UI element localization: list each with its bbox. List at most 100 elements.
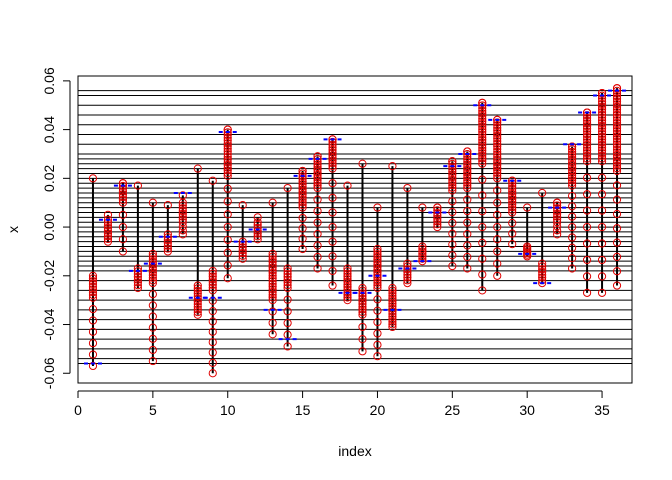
- x-axis-title: index: [338, 443, 371, 459]
- data-point: [223, 235, 232, 244]
- data-point: [568, 264, 577, 273]
- data-point: [103, 232, 113, 241]
- data-point: [103, 237, 113, 246]
- data-point: [478, 130, 487, 139]
- data-point: [358, 159, 367, 168]
- data-point: [283, 272, 292, 281]
- data-point: [582, 157, 592, 166]
- data-point: [493, 134, 502, 143]
- data-point: [268, 330, 277, 339]
- data-point: [463, 183, 472, 193]
- data-point: [568, 178, 577, 188]
- data-point: [163, 247, 172, 256]
- data-point: [582, 140, 592, 150]
- data-point: [463, 178, 472, 187]
- data-point: [612, 181, 622, 190]
- data-point: [478, 122, 487, 131]
- data-point: [343, 264, 352, 273]
- data-point: [118, 187, 128, 196]
- data-point: [373, 340, 382, 349]
- data-point: [538, 188, 547, 198]
- data-point: [582, 255, 592, 265]
- data-point: [568, 163, 577, 172]
- x-tick-label: 5: [149, 402, 157, 418]
- data-point: [478, 222, 487, 232]
- data-point: [612, 118, 622, 128]
- data-point: [343, 293, 352, 302]
- data-point: [148, 323, 157, 332]
- data-point: [493, 171, 502, 180]
- data-point: [88, 304, 98, 314]
- data-point: [403, 265, 412, 274]
- data-point: [448, 251, 457, 260]
- data-point: [358, 305, 367, 314]
- data-point: [448, 167, 457, 177]
- data-point: [268, 257, 277, 267]
- data-point: [597, 97, 607, 106]
- y-tick-label: -0.04: [41, 308, 57, 340]
- data-point: [433, 220, 442, 229]
- data-point: [463, 229, 472, 239]
- data-point: [388, 320, 397, 329]
- data-point: [538, 267, 547, 277]
- data-point: [193, 305, 202, 314]
- data-point: [493, 131, 502, 140]
- data-point: [418, 203, 427, 212]
- data-point: [328, 193, 337, 202]
- data-point: [493, 271, 502, 280]
- data-point: [178, 206, 187, 216]
- data-point: [223, 184, 232, 193]
- y-tick-label: 0.06: [41, 67, 57, 94]
- data-point: [478, 135, 487, 144]
- data-point: [582, 135, 592, 144]
- data-point: [582, 288, 592, 297]
- data-point: [298, 185, 307, 194]
- data-point: [463, 147, 472, 156]
- data-point: [268, 293, 277, 302]
- data-point: [148, 290, 157, 299]
- data-point: [523, 203, 532, 212]
- data-point: [88, 288, 98, 297]
- data-point: [388, 307, 397, 316]
- data-point: [193, 284, 202, 293]
- data-point: [328, 237, 337, 246]
- x-tick-label: 15: [295, 402, 311, 418]
- data-point: [463, 160, 472, 169]
- data-point: [478, 98, 487, 107]
- y-tick-label: -0.02: [41, 260, 57, 292]
- data-point: [178, 226, 187, 235]
- data-point: [328, 151, 337, 160]
- data-point: [298, 193, 307, 202]
- data-point: [313, 165, 322, 174]
- data-point: [612, 113, 622, 122]
- data-point: [358, 347, 367, 356]
- data-point: [208, 283, 217, 292]
- data-point: [553, 198, 562, 207]
- data-point: [493, 174, 502, 183]
- data-point: [253, 218, 262, 227]
- data-point: [478, 154, 487, 163]
- data-point: [88, 293, 98, 302]
- data-point: [373, 273, 382, 282]
- x-tick-label: 20: [370, 402, 386, 418]
- data-point: [328, 179, 337, 188]
- y-tick-label: 0.04: [41, 116, 57, 143]
- data-point: [178, 209, 187, 218]
- data-point: [313, 173, 322, 182]
- data-point: [582, 130, 592, 139]
- data-point: [328, 281, 337, 290]
- data-point: [582, 119, 592, 128]
- data-point: [553, 204, 562, 213]
- data-point: [358, 335, 367, 344]
- data-point: [448, 183, 457, 192]
- data-point: [118, 190, 128, 199]
- data-point: [478, 207, 487, 216]
- data-point: [223, 274, 232, 283]
- data-point: [388, 162, 397, 171]
- data-point: [208, 176, 217, 185]
- data-point: [568, 254, 577, 263]
- data-point: [88, 290, 98, 300]
- data-point: [223, 150, 232, 159]
- data-point: [223, 136, 232, 145]
